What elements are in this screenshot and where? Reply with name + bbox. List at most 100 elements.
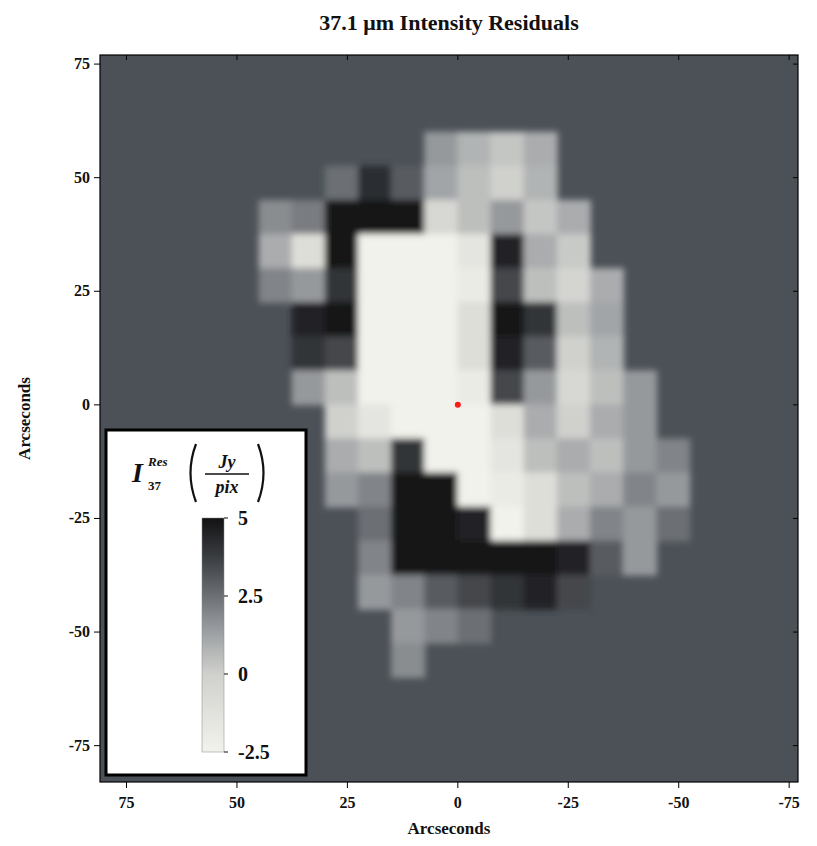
cell — [424, 370, 458, 405]
x-tick-label: 50 — [229, 794, 245, 811]
cell — [457, 336, 491, 371]
cell — [524, 370, 558, 405]
x-tick — [126, 782, 127, 788]
cell — [292, 370, 326, 405]
cell — [391, 234, 425, 269]
cell — [457, 438, 491, 473]
y-tick-right — [793, 632, 798, 633]
cell — [325, 234, 359, 269]
y-tick-right — [793, 745, 798, 746]
cell — [358, 541, 392, 576]
cell — [524, 438, 558, 473]
colorbar-unit-num: Jy — [218, 452, 237, 472]
cell — [590, 473, 624, 508]
x-tick-label: -50 — [668, 794, 689, 811]
paren-right — [258, 444, 264, 502]
colorbar-tick — [224, 752, 228, 753]
colorbar-tick — [224, 596, 228, 597]
y-tick — [94, 177, 100, 178]
x-tick-label: -75 — [779, 794, 800, 811]
cell — [325, 438, 359, 473]
y-tick — [94, 64, 100, 65]
y-tick-right — [793, 291, 798, 292]
cell — [424, 234, 458, 269]
cell — [391, 507, 425, 542]
x-tick — [789, 782, 790, 788]
x-tick — [568, 782, 569, 788]
colorbar-tick-label: 5 — [238, 507, 248, 529]
cell — [391, 336, 425, 371]
colorbar-unit-den: pix — [213, 477, 238, 497]
marker — [455, 402, 461, 408]
y-tick-label: -25 — [69, 509, 90, 526]
cell — [391, 438, 425, 473]
y-tick — [94, 632, 100, 633]
y-tick-label: 0 — [82, 396, 90, 413]
cell — [457, 473, 491, 508]
y-tick — [94, 745, 100, 746]
cell — [424, 541, 458, 576]
cell — [490, 166, 524, 201]
cell — [524, 473, 558, 508]
y-tick — [94, 291, 100, 292]
cell — [490, 473, 524, 508]
cell — [524, 200, 558, 235]
cell — [292, 200, 326, 235]
colorbar-box — [106, 430, 306, 775]
cell — [590, 302, 624, 337]
colorbar-tick-label: -2.5 — [238, 741, 270, 763]
x-tick-top — [347, 55, 348, 60]
cells — [259, 132, 691, 678]
cell — [391, 404, 425, 439]
cell — [325, 166, 359, 201]
cell — [557, 507, 591, 542]
cell — [391, 609, 425, 644]
cell — [358, 575, 392, 610]
cell — [524, 404, 558, 439]
cell — [424, 132, 458, 167]
cell — [524, 166, 558, 201]
cell — [358, 302, 392, 337]
x-tick-label: -25 — [558, 794, 579, 811]
cell — [325, 404, 359, 439]
cell — [391, 268, 425, 303]
y-tick-right — [793, 177, 798, 178]
cell — [557, 268, 591, 303]
y-tick-right — [793, 64, 798, 65]
y-tick-label: 25 — [74, 282, 90, 299]
cell — [524, 575, 558, 610]
cell — [590, 541, 624, 576]
cell — [590, 507, 624, 542]
x-tick-top — [457, 55, 458, 60]
cell — [457, 132, 491, 167]
paren-left — [191, 444, 197, 502]
cell — [391, 200, 425, 235]
y-tick-label: 50 — [74, 169, 90, 186]
cell — [590, 404, 624, 439]
plot-frame — [100, 55, 798, 782]
cell — [424, 473, 458, 508]
cell — [490, 507, 524, 542]
cell — [490, 370, 524, 405]
cell — [391, 473, 425, 508]
cell — [391, 302, 425, 337]
x-tick-label: 0 — [454, 794, 462, 811]
cell — [656, 473, 690, 508]
colorbar — [202, 518, 224, 752]
cell — [590, 336, 624, 371]
cell — [424, 575, 458, 610]
cell — [490, 541, 524, 576]
cell — [656, 438, 690, 473]
x-tick-label: 75 — [119, 794, 135, 811]
x-tick — [678, 782, 679, 788]
cell — [524, 132, 558, 167]
y-tick — [94, 404, 100, 405]
cell — [358, 438, 392, 473]
cell — [259, 234, 293, 269]
cell — [325, 473, 359, 508]
cell — [325, 370, 359, 405]
cell — [325, 200, 359, 235]
cell — [358, 507, 392, 542]
chart: 37.1 μm Intensity Residuals7550250-25-50… — [0, 0, 817, 846]
colorbar-inset: IRes37Jypix-2.502.55 — [106, 430, 306, 775]
